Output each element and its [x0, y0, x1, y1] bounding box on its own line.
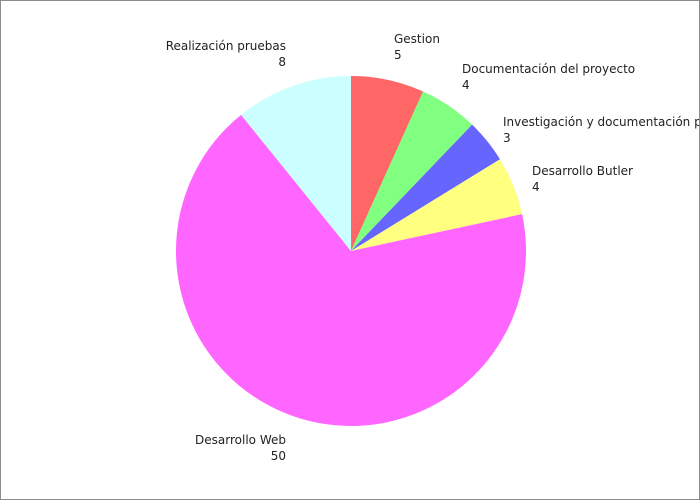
slice-label-5: Desarrollo Web 50 — [195, 433, 286, 463]
pie-labels: Gestion 5 Documentación del proyecto 4 Inves… — [166, 32, 700, 463]
slice-label-value: 8 — [278, 55, 286, 69]
pie-slice-4 — [351, 159, 523, 251]
pie-slice-6 — [241, 76, 351, 251]
slice-label-name: Desarrollo Web — [195, 433, 286, 447]
pie-slice-2 — [351, 91, 473, 251]
slice-label-3: Investigación y documentación previa 3 — [503, 115, 700, 145]
pie-slices — [175, 76, 526, 426]
slice-label-value: 4 — [532, 180, 540, 194]
slice-label-value: 4 — [462, 78, 470, 92]
slice-label-name: Desarrollo Butler — [532, 164, 633, 178]
pie-slice-5 — [175, 114, 526, 426]
slice-label-value: 50 — [271, 449, 286, 463]
slice-label-6: Realización pruebas 8 — [166, 39, 286, 69]
slice-label-name: Gestion — [394, 32, 440, 46]
slice-label-4: Desarrollo Butler 4 — [532, 164, 633, 194]
slice-label-2: Documentación del proyecto 4 — [462, 62, 635, 92]
slice-label-1: Gestion 5 — [394, 32, 440, 62]
slice-label-value: 5 — [394, 48, 402, 62]
pie-slice-3 — [351, 124, 501, 251]
pie-slice-1 — [351, 76, 424, 251]
slice-label-value: 3 — [503, 131, 511, 145]
slice-label-name: Documentación del proyecto — [462, 62, 635, 76]
slice-label-name: Investigación y documentación previa — [503, 115, 700, 129]
slice-label-name: Realización pruebas — [166, 39, 286, 53]
